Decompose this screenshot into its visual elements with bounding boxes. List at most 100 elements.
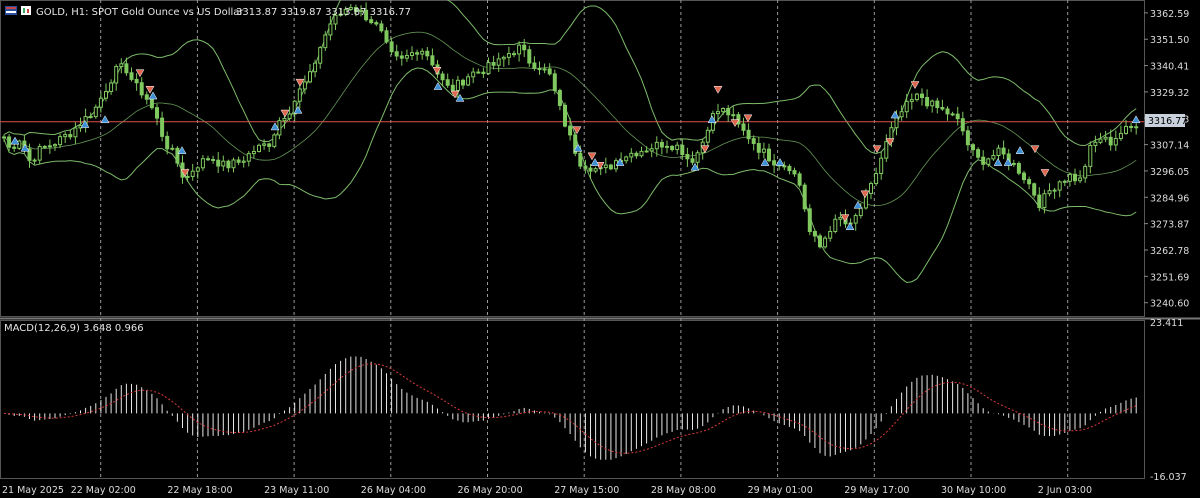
candle-body (1047, 190, 1052, 195)
chart-type-icon (21, 6, 31, 15)
candle-body (481, 71, 486, 75)
candle-body (695, 152, 700, 163)
candle-body (17, 140, 22, 149)
candle-body (1037, 194, 1042, 209)
candle-body (838, 216, 843, 220)
candle-body (53, 144, 57, 147)
candle-body (93, 106, 98, 118)
candle-body (787, 165, 792, 172)
sell-arrow-icon (180, 169, 190, 177)
candle-body (1103, 136, 1108, 140)
candle-body (542, 68, 547, 71)
candle-body (1093, 141, 1098, 146)
candle-body (394, 51, 399, 57)
time-tick-label: 26 May 20:00 (458, 485, 523, 496)
time-tick-label: 28 May 08:00 (651, 485, 716, 496)
candle-body (853, 215, 858, 224)
trade-signals (10, 67, 1141, 230)
candle-body (42, 145, 47, 148)
candle-body (364, 9, 369, 21)
candle-body (1067, 173, 1072, 182)
sell-arrow-icon (295, 78, 305, 87)
candle-body (996, 147, 1001, 157)
time-tick-label: 29 May 17:00 (844, 485, 909, 496)
candle-body (965, 130, 970, 146)
candle-body (389, 41, 394, 53)
candle-body (63, 134, 68, 138)
candle-body (241, 160, 246, 163)
candle-body (690, 158, 695, 163)
time-axis: 21 May 2025 22 May 02:00 22 May 18:00 23 Ma… (2, 485, 1092, 496)
candle-body (971, 144, 975, 151)
buy-arrow-icon (1003, 158, 1013, 166)
buy-arrow-icon (573, 143, 583, 152)
candle-body (328, 23, 333, 36)
candle-body (634, 152, 639, 157)
candle-body (588, 167, 593, 172)
candle-body (287, 113, 292, 119)
candle-body (573, 134, 578, 154)
candle-body (88, 116, 93, 119)
candle-body (410, 52, 414, 57)
candle-body (1078, 177, 1083, 182)
candle-body (833, 218, 838, 233)
candle-body (149, 98, 154, 109)
buy-arrow-icon (853, 200, 863, 209)
price-tick-label: 3307.14 (1150, 141, 1189, 152)
candle-body (894, 116, 899, 129)
candle-body (165, 135, 170, 150)
candle-body (884, 141, 889, 159)
price-tick-label: 3362.59 (1150, 9, 1189, 20)
candle-body (374, 22, 379, 25)
price-tick-label: 3296.05 (1150, 167, 1189, 178)
candle-body (818, 235, 822, 248)
candle-body (960, 118, 965, 132)
price-tick-label: 3284.96 (1150, 193, 1189, 204)
chart-window-icon-stripe (6, 7, 16, 9)
candle-body (955, 113, 960, 120)
buy-arrow-icon (270, 122, 280, 131)
candle-body (823, 237, 828, 248)
candle-body (1011, 162, 1016, 165)
candle-body (767, 148, 771, 162)
current-price-box (1145, 114, 1185, 127)
candle-body (359, 9, 363, 12)
candle-body (716, 111, 720, 115)
candle-body (981, 156, 986, 165)
middle-band (3, 31, 1137, 207)
macd-label: MACD(12,26,9) 3.648 0.966 (4, 323, 144, 334)
candle-body (563, 104, 567, 127)
candle-body (746, 129, 751, 140)
candle-body (12, 146, 17, 149)
candle-body (603, 164, 608, 169)
candle-body (782, 165, 787, 168)
candle-body (200, 158, 205, 169)
candle-body (129, 72, 134, 80)
time-tick-label: 27 May 15:00 (554, 485, 619, 496)
sell-arrow-icon (872, 145, 882, 154)
macd-pane-frame (0, 320, 1145, 479)
candle-body (353, 7, 358, 12)
price-tick-label: 3240.60 (1150, 299, 1189, 310)
buy-arrow-icon (20, 143, 30, 152)
candle-body (206, 158, 210, 161)
candle-body (369, 19, 374, 24)
candle-body (925, 97, 930, 107)
candle-body (1032, 183, 1037, 196)
candle-body (399, 55, 404, 59)
time-tick-label: 21 May 2025 (2, 485, 64, 496)
candle-body (930, 100, 935, 107)
upper-band (3, 0, 1137, 155)
candle-body (98, 97, 103, 108)
buy-arrow-icon (590, 158, 600, 166)
buy-arrow-icon (177, 146, 187, 154)
candle-body (1022, 172, 1026, 181)
candle-body (976, 149, 981, 158)
candle-body (195, 167, 200, 172)
candle-body (175, 147, 180, 164)
candle-body (522, 44, 527, 51)
candle-body (583, 165, 588, 169)
candle-body (914, 93, 919, 101)
candle-body (1083, 165, 1088, 179)
